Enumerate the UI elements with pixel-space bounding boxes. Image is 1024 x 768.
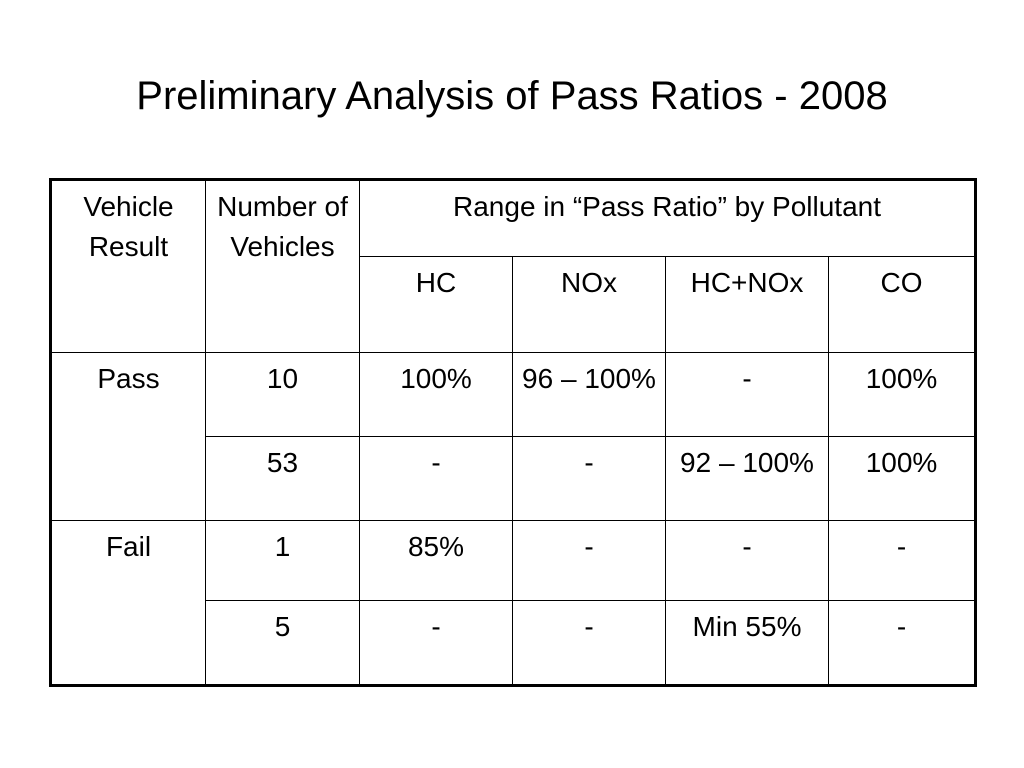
- nox-value: -: [512, 436, 666, 521]
- nox-value: -: [512, 520, 666, 601]
- co-value: -: [828, 520, 976, 601]
- vehicle-count: 10: [205, 352, 360, 437]
- co-value: 100%: [828, 352, 976, 437]
- hc-value: -: [359, 600, 513, 686]
- co-value: 100%: [828, 436, 976, 521]
- hc-value: -: [359, 436, 513, 521]
- pass-ratio-table: Vehicle Result Number of Vehicles Range …: [49, 178, 977, 687]
- slide-title: Preliminary Analysis of Pass Ratios - 20…: [136, 74, 888, 118]
- nox-value: 96 – 100%: [512, 352, 666, 437]
- header-pollutant-hc-nox: HC+NOx: [665, 256, 829, 353]
- nox-value: -: [512, 600, 666, 686]
- header-range-in-pass-ratio: Range in “Pass Ratio” by Pollutant: [359, 179, 976, 257]
- hc-nox-value: Min 55%: [665, 600, 829, 686]
- header-row: Vehicle Result Number of Vehicles Range …: [50, 179, 976, 353]
- vehicle-count: 1: [205, 520, 360, 601]
- hc-nox-value: -: [665, 352, 829, 437]
- vehicle-count: 5: [205, 600, 360, 686]
- table-row: Fail 1 85% - - -: [50, 520, 976, 686]
- table-row: 53 - - 92 – 100% 100%: [51, 436, 976, 521]
- hc-value: 100%: [359, 352, 513, 437]
- co-value: -: [828, 600, 976, 686]
- header-pollutant-co: CO: [828, 256, 976, 353]
- header-vehicle-result: Vehicle Result: [50, 179, 206, 353]
- header-number-of-vehicles: Number of Vehicles: [205, 179, 360, 353]
- vehicle-count: 53: [205, 436, 360, 521]
- hc-value: 85%: [359, 520, 513, 601]
- table-row: Pass 10 100% 96 – 100% - 100%: [50, 352, 976, 521]
- result-fail: Fail: [50, 520, 206, 686]
- hc-nox-value: -: [665, 520, 829, 601]
- result-pass: Pass: [50, 352, 206, 521]
- header-pollutant-nox: NOx: [512, 256, 666, 353]
- table-row: 5 - - Min 55% -: [51, 600, 976, 686]
- hc-nox-value: 92 – 100%: [665, 436, 829, 521]
- header-pollutant-hc: HC: [359, 256, 513, 353]
